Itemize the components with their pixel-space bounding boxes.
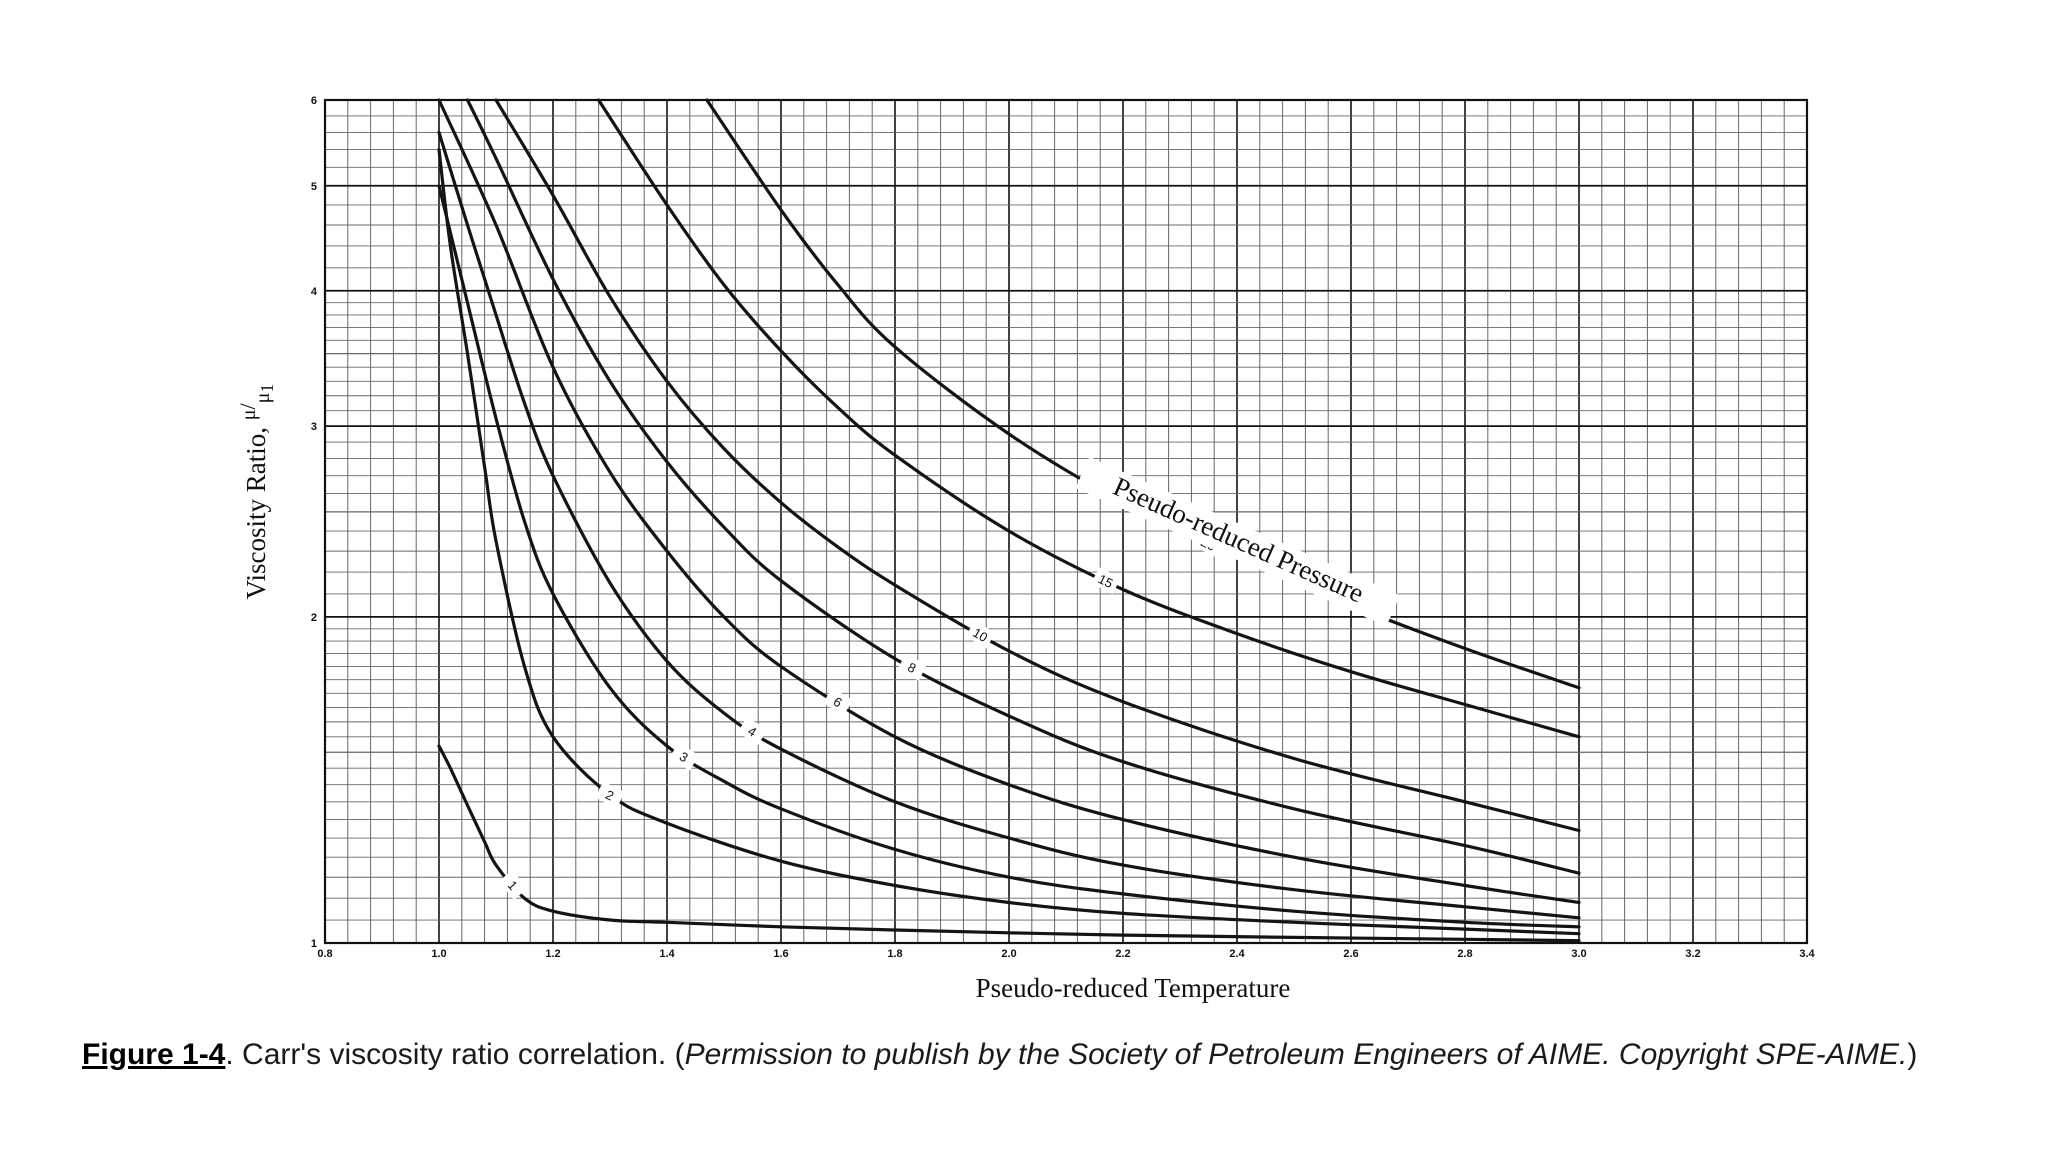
curve-pr-1 [437,744,1581,943]
y-axis-label-sub: 1 [257,384,277,393]
curve-label-bg [498,869,528,900]
x-tick-label: 2.4 [1229,948,1245,960]
y-axis-label-main: Viscosity Ratio, [241,420,271,599]
caption-close: ) [1907,1038,1918,1071]
grid [323,98,1809,945]
legend-title-background [1075,456,1401,627]
curves [437,98,1581,943]
curve-label-bg [965,620,996,649]
curve-pr-10 [494,98,1581,833]
curve-label-bg [669,742,700,771]
curve-label-bg [823,687,853,716]
curve-pr-6 [437,98,1581,905]
y-axis-label: Viscosity Ratio, μ/μ1 [235,384,277,600]
axis-ticks: 0.8 1.0 1.2 1.4 1.6 1.8 2.0 2.2 2.4 2.6 2.8 3.0 3.2 3… [311,95,1816,960]
curve-pr-8 [465,98,1581,875]
curve-label: 15 [1096,571,1116,591]
x-tick-label: 1.2 [545,948,560,960]
y-axis-label-mu: μ [238,409,260,420]
caption-title: Carr's viscosity ratio correlation. ( [233,1038,685,1071]
y-tick-label: 5 [311,181,317,193]
y-tick-label: 3 [311,421,317,433]
y-axis-label-mu-sub: μ [252,393,274,404]
curve-label-bg [595,781,625,809]
y-tick-label: 4 [311,286,318,298]
caption-permission: Permission to publish by the Society of … [684,1038,1908,1071]
x-tick-label: 3.4 [1799,948,1815,960]
x-tick-label: 2.8 [1457,948,1472,960]
y-tick-label: 2 [311,612,317,624]
y-tick-label: 1 [311,938,317,950]
curve-pr-3 [437,184,1581,929]
curve-label-bg [737,717,768,746]
curve-label: 10 [970,625,990,645]
x-tick-label: 1.0 [431,948,446,960]
x-tick-label: 3.0 [1571,948,1586,960]
x-tick-label: 1.6 [773,948,788,960]
caption-separator: . [225,1038,234,1071]
curve-pr-2 [437,148,1581,936]
x-tick-label: 2.0 [1001,948,1016,960]
figure-number: Figure 1-4 [82,1038,226,1071]
x-tick-label: 3.2 [1685,948,1700,960]
curve-label-bg [897,653,927,681]
curve-pr-15 [597,98,1581,739]
figure-caption: Figure 1-4. Carr's viscosity ratio corre… [48,1038,2008,1072]
x-tick-label: 0.8 [317,948,332,960]
curve-label-bg [1091,567,1121,595]
plot-frame [323,98,1809,945]
x-tick-label: 2.6 [1343,948,1358,960]
x-tick-label: 1.4 [659,948,675,960]
x-axis-label: Pseudo-reduced Temperature [976,973,1291,1003]
x-tick-label: 1.8 [887,948,902,960]
y-axis-label-slash: / [235,402,260,409]
y-tick-label: 6 [311,95,317,107]
x-tick-label: 2.2 [1115,948,1130,960]
